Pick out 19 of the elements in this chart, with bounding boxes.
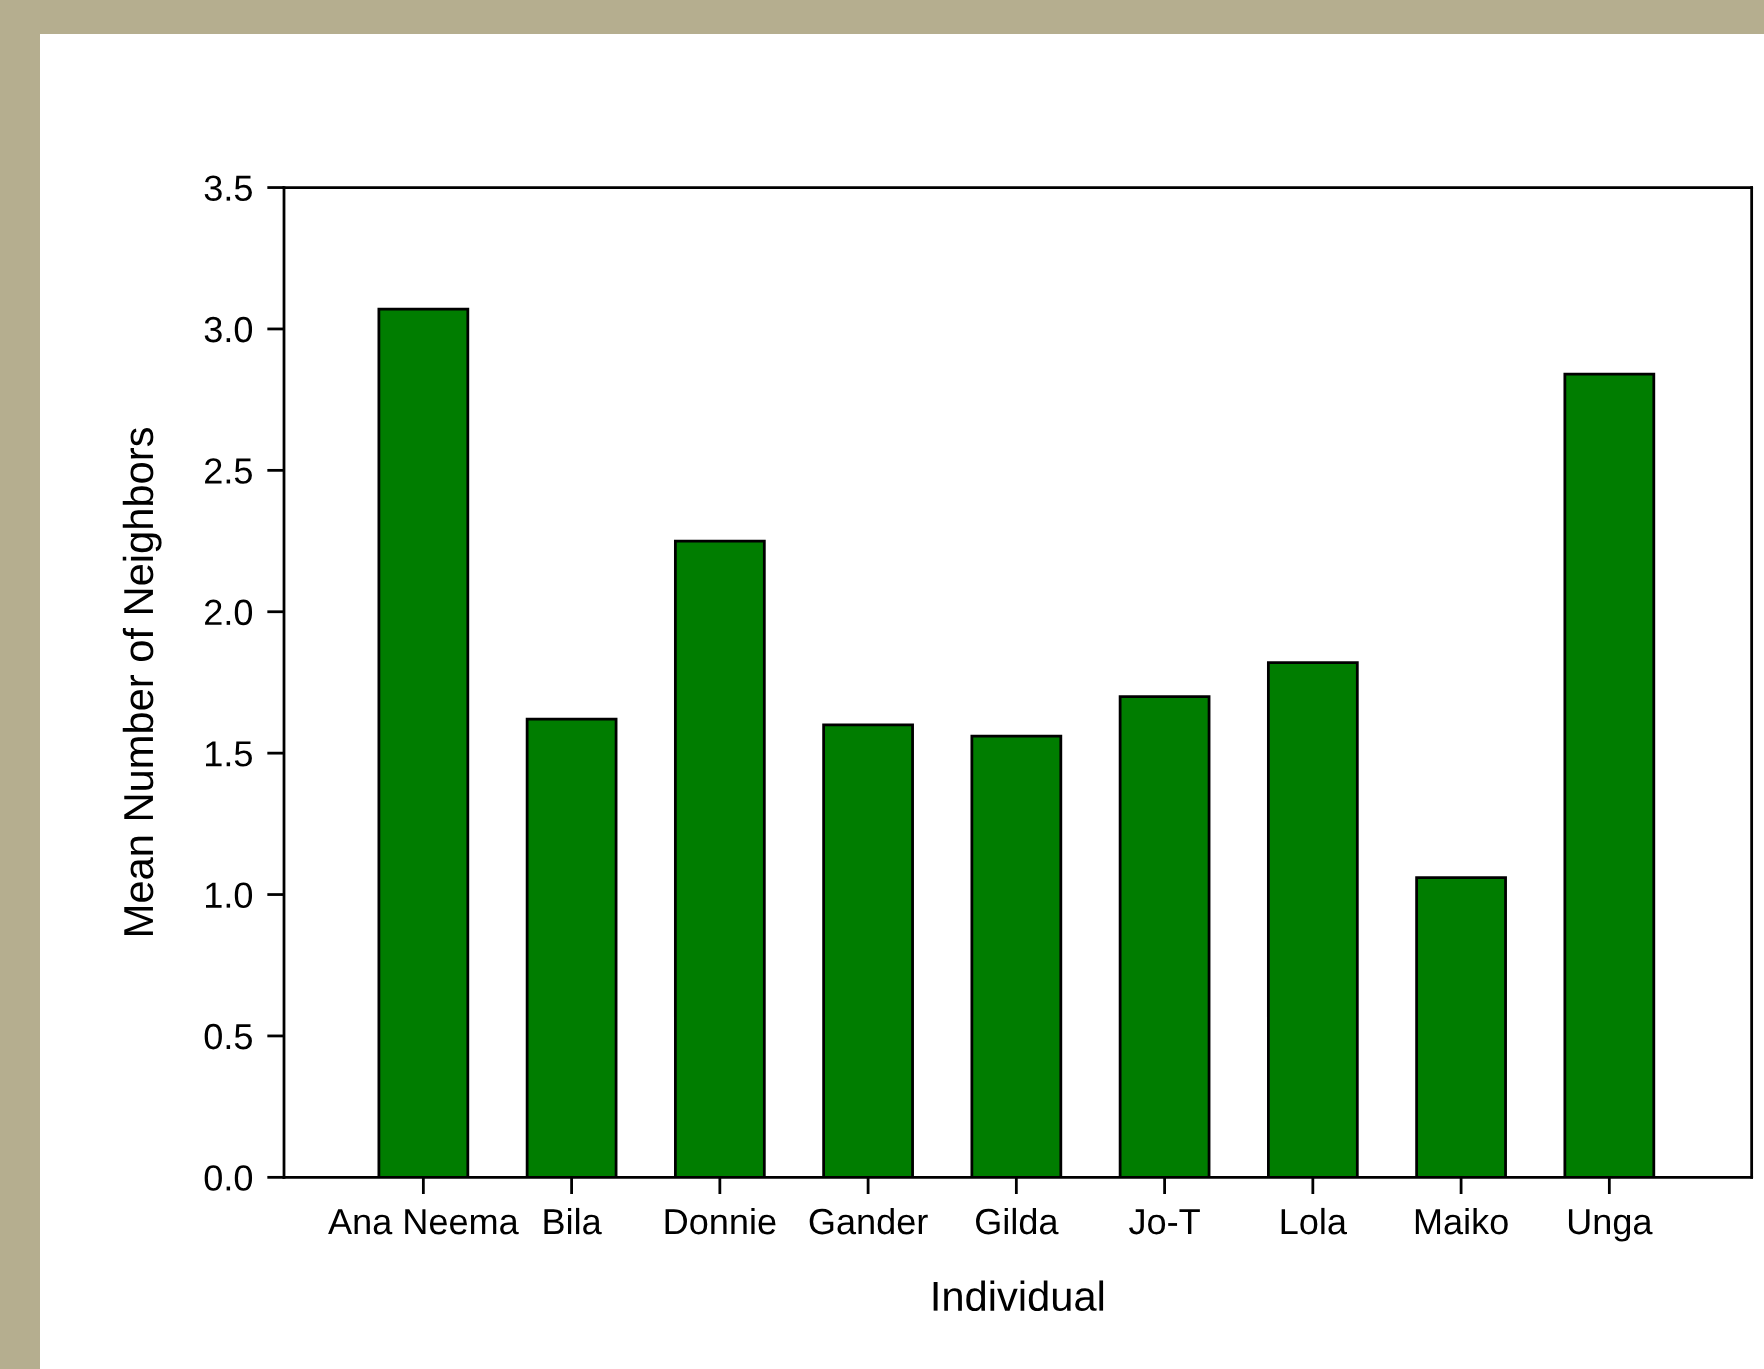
x-tick-label: Ana Neema bbox=[328, 1209, 519, 1235]
x-tick-label: Maiko bbox=[1415, 1207, 1508, 1235]
y-tick-label: 2.5 bbox=[205, 458, 252, 484]
y-tick-label: 1.5 bbox=[206, 741, 252, 767]
y-tick-label: 1.0 bbox=[206, 882, 253, 908]
y-tick-label: 0.0 bbox=[204, 1165, 253, 1191]
x-tick-label: Gilda bbox=[976, 1207, 1059, 1235]
x-axis-title: Individual bbox=[933, 1280, 1104, 1312]
y-tick-label: 3.0 bbox=[204, 316, 253, 343]
y-tick-label: 3.5 bbox=[204, 175, 252, 201]
x-tick-label: Unga bbox=[1568, 1209, 1653, 1242]
x-tick-label: Lola bbox=[1281, 1207, 1347, 1235]
x-tick-label: Bila bbox=[544, 1207, 602, 1235]
x-tick-label: Jo-T bbox=[1129, 1209, 1200, 1235]
x-tick-label: Donnie bbox=[665, 1207, 776, 1235]
y-axis-title: Mean Number of Neighbors bbox=[122, 428, 162, 935]
x-tick-label: Gander bbox=[809, 1207, 928, 1235]
y-tick-label: 0.5 bbox=[204, 1023, 252, 1050]
y-tick-label: 2.0 bbox=[205, 599, 253, 626]
